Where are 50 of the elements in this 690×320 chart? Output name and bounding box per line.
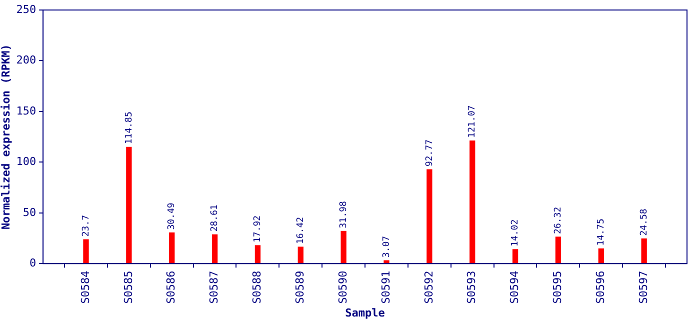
x-tick-label: S0590 <box>336 270 350 304</box>
bar <box>212 234 218 264</box>
x-tick-label: S0587 <box>208 270 221 304</box>
y-tick-label: 150 <box>16 104 36 118</box>
data-label: 114.85 <box>124 112 134 144</box>
data-label: 26.32 <box>554 206 564 234</box>
data-label: 14.75 <box>596 218 606 246</box>
bar <box>340 230 346 264</box>
bar <box>298 246 304 264</box>
data-label: 24.58 <box>639 208 650 236</box>
data-label: 31.98 <box>338 201 349 228</box>
data-label: 28.61 <box>210 204 220 232</box>
x-tick-label: S0595 <box>551 270 564 304</box>
bar <box>426 169 432 264</box>
data-label: 16.42 <box>296 216 306 244</box>
x-tick-label: S0597 <box>636 270 650 304</box>
x-tick-label: S0584 <box>78 270 92 304</box>
bar <box>169 232 175 264</box>
bar <box>512 249 518 264</box>
y-tick-label: 50 <box>22 206 36 219</box>
data-label: 92.77 <box>424 139 435 167</box>
data-label: 14.02 <box>510 219 521 246</box>
bar <box>384 260 390 264</box>
data-label: 121.07 <box>468 105 478 138</box>
y-tick-label: 0 <box>29 256 36 270</box>
x-tick-label: S0586 <box>164 270 178 304</box>
data-label: 30.49 <box>167 202 178 230</box>
y-axis-title: Normalized expression (RPKM) <box>0 44 12 230</box>
bar <box>641 238 647 264</box>
bar <box>83 239 89 264</box>
bar <box>470 140 476 264</box>
bar <box>126 146 132 264</box>
x-tick-label: S0594 <box>508 270 522 304</box>
data-label: 17.92 <box>253 215 264 243</box>
x-tick-label: S0585 <box>122 270 135 304</box>
y-tick-label: 200 <box>16 54 36 67</box>
x-tick-label: S0596 <box>594 270 607 304</box>
bar <box>555 236 562 264</box>
bar <box>254 245 261 264</box>
x-tick-label: S0591 <box>379 270 392 304</box>
x-tick-label: S0589 <box>294 270 306 304</box>
x-tick-label: S0592 <box>422 270 436 304</box>
x-tick-label: S0593 <box>465 270 478 304</box>
data-label: 3.07 <box>382 236 392 258</box>
y-tick-label: 100 <box>16 155 36 168</box>
y-tick-label: 250 <box>16 2 36 16</box>
bar <box>598 248 604 264</box>
x-axis-title: Sample <box>345 306 386 320</box>
data-label: 23.7 <box>81 214 92 237</box>
x-tick-label: S0588 <box>250 270 264 304</box>
